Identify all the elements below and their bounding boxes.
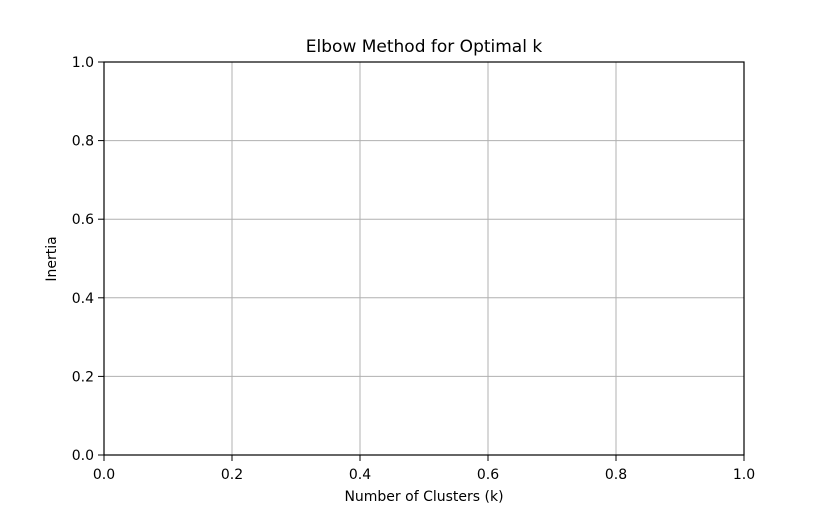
x-tick-label: 0.4 <box>349 467 371 483</box>
plot-frame <box>103 61 745 456</box>
x-tick-label: 0.8 <box>605 467 627 483</box>
tick-marks <box>98 61 745 461</box>
y-axis-label: Inertia <box>44 236 60 281</box>
y-tick-label: 0.6 <box>72 212 94 228</box>
y-tick-label: 0.2 <box>72 369 94 385</box>
x-tick-label: 0.0 <box>93 467 115 483</box>
x-tick-labels: 0.0 0.2 0.4 0.6 0.8 1.0 <box>93 467 755 483</box>
x-tick-label: 0.2 <box>221 467 243 483</box>
y-tick-label: 1.0 <box>72 55 94 71</box>
chart-title: Elbow Method for Optimal k <box>306 37 543 57</box>
y-tick-label: 0.4 <box>72 291 94 307</box>
y-tick-labels: 0.0 0.2 0.4 0.6 0.8 1.0 <box>72 55 94 464</box>
y-tick-label: 0.8 <box>72 134 94 150</box>
y-tick-label: 0.0 <box>72 448 94 464</box>
x-axis-label: Number of Clusters (k) <box>344 489 503 505</box>
x-tick-label: 1.0 <box>733 467 755 483</box>
x-tick-label: 0.6 <box>477 467 499 483</box>
